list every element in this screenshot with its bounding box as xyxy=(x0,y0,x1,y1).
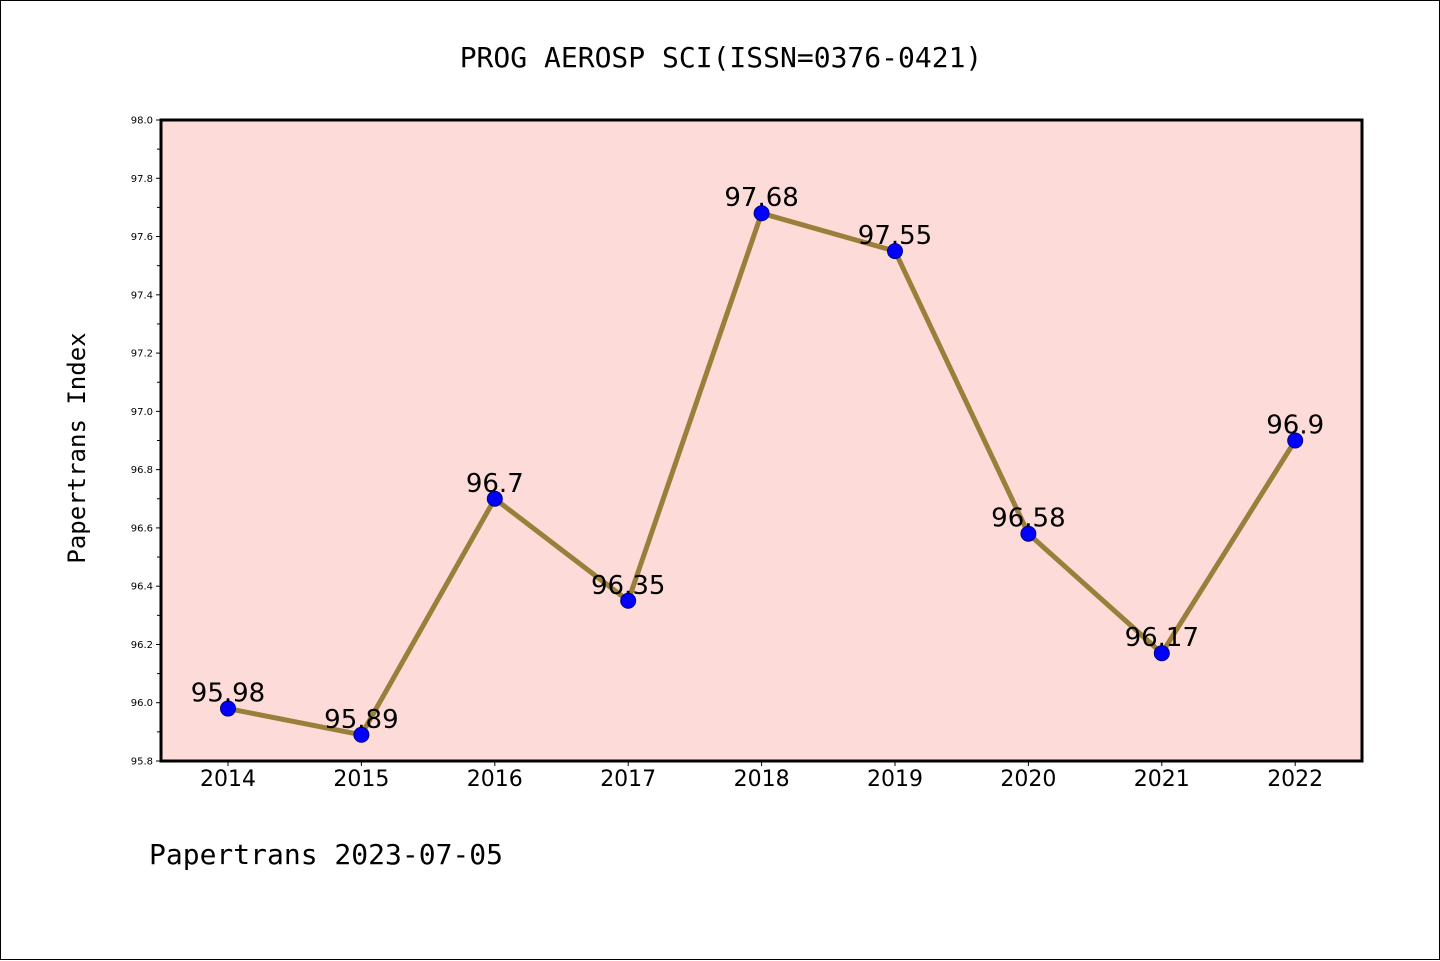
data-label: 96.7 xyxy=(466,469,524,499)
y-tick-label: 97.2 xyxy=(131,349,153,360)
data-label: 95.98 xyxy=(191,679,265,709)
series-group: 95.98 95.89 96.7 96.35 97.68 97.55 96.58 96.17 9… xyxy=(191,183,1324,743)
y-tick-label: 97.0 xyxy=(131,407,153,418)
footer-text: Papertrans 2023-07-05 xyxy=(149,838,503,871)
data-point xyxy=(620,592,637,609)
data-label: 96.17 xyxy=(1125,623,1199,653)
data-point xyxy=(753,205,770,222)
x-tick-label: 2017 xyxy=(600,767,656,792)
y-tick-label: 97.4 xyxy=(131,290,153,301)
data-label: 97.55 xyxy=(858,221,932,251)
x-axis: 2014 2015 2016 2017 2018 2019 2020 2021 2022 xyxy=(200,761,1323,792)
data-point xyxy=(1153,645,1170,662)
x-tick-label: 2016 xyxy=(467,767,523,792)
plot-frame xyxy=(159,118,1364,763)
data-point xyxy=(220,700,236,717)
data-label: 96.9 xyxy=(1266,411,1324,441)
data-point xyxy=(486,490,503,507)
data-label: 97.68 xyxy=(724,183,798,213)
data-point xyxy=(1020,525,1037,542)
y-axis-label: Papertrans Index xyxy=(63,332,91,563)
data-label: 95.89 xyxy=(324,705,398,735)
x-tick-label: 2022 xyxy=(1267,767,1323,792)
x-tick-label: 2015 xyxy=(333,767,389,792)
chart-title: PROG AEROSP SCI(ISSN=0376-0421) xyxy=(460,41,983,74)
y-tick-label: 97.8 xyxy=(131,174,153,185)
x-tick-label: 2014 xyxy=(200,767,256,792)
y-tick-label: 96.0 xyxy=(131,698,153,709)
data-point xyxy=(887,243,903,260)
y-tick-label: 96.8 xyxy=(131,465,153,476)
data-label: 96.58 xyxy=(991,504,1065,534)
y-tick-label: 96.4 xyxy=(131,582,153,593)
data-point xyxy=(353,726,370,743)
x-tick-label: 2021 xyxy=(1134,767,1190,792)
x-tick-label: 2019 xyxy=(867,767,923,792)
y-tick-label: 96.2 xyxy=(131,640,153,651)
x-tick-label: 2018 xyxy=(734,767,790,792)
y-tick-label: 98.0 xyxy=(131,116,153,127)
y-tick-label: 95.8 xyxy=(131,757,153,768)
data-label: 96.35 xyxy=(591,571,665,601)
y-axis: 95.8 96.0 96.2 96.4 96.6 96.8 97.0 97.2 97.4 97.6… xyxy=(131,116,161,768)
data-point xyxy=(1287,432,1304,449)
x-tick-label: 2020 xyxy=(1000,767,1056,792)
y-tick-label: 97.6 xyxy=(131,232,153,243)
y-tick-label: 96.6 xyxy=(131,523,153,534)
